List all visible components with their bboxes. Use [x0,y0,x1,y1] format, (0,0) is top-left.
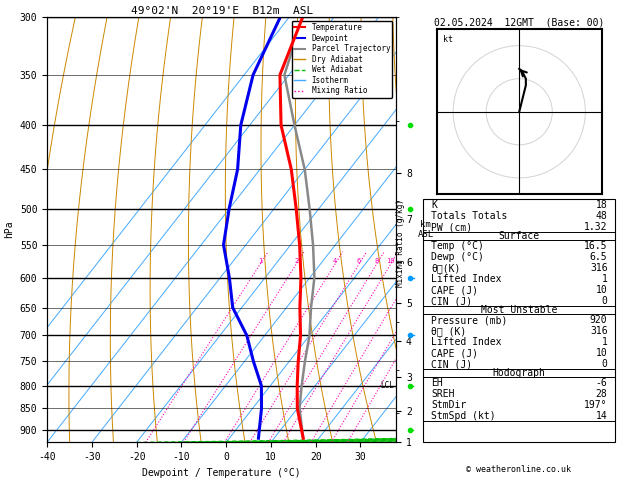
Text: Temp (°C): Temp (°C) [431,241,484,251]
Text: 1: 1 [601,337,608,347]
Text: 10: 10 [596,285,608,295]
Text: CAPE (J): CAPE (J) [431,348,478,358]
Text: CIN (J): CIN (J) [431,296,472,307]
Text: EH: EH [431,378,443,388]
Text: 0: 0 [601,296,608,307]
Title: 49°02'N  20°19'E  B12m  ASL: 49°02'N 20°19'E B12m ASL [131,6,313,16]
Text: Mixing Ratio (g/kg): Mixing Ratio (g/kg) [396,199,405,287]
Text: Lifted Index: Lifted Index [431,337,501,347]
X-axis label: Dewpoint / Temperature (°C): Dewpoint / Temperature (°C) [142,468,301,478]
Text: PW (cm): PW (cm) [431,223,472,232]
Text: 4: 4 [333,258,337,264]
Text: 1.32: 1.32 [584,223,608,232]
Text: Lifted Index: Lifted Index [431,274,501,284]
Text: CIN (J): CIN (J) [431,359,472,369]
Text: θᴇ(K): θᴇ(K) [431,263,460,273]
Text: CAPE (J): CAPE (J) [431,285,478,295]
Text: Dewp (°C): Dewp (°C) [431,252,484,262]
Text: 316: 316 [590,326,608,336]
Text: Totals Totals: Totals Totals [431,211,508,222]
Legend: Temperature, Dewpoint, Parcel Trajectory, Dry Adiabat, Wet Adiabat, Isotherm, Mi: Temperature, Dewpoint, Parcel Trajectory… [292,21,392,98]
Text: 02.05.2024  12GMT  (Base: 00): 02.05.2024 12GMT (Base: 00) [434,17,604,27]
Text: 197°: 197° [584,400,608,410]
Text: 1: 1 [601,274,608,284]
Text: 316: 316 [590,263,608,273]
Text: 1: 1 [258,258,262,264]
Text: SREH: SREH [431,389,455,399]
Text: 920: 920 [590,315,608,325]
Text: kt: kt [443,35,454,44]
Text: K: K [431,200,437,210]
Text: StmDir: StmDir [431,400,466,410]
Text: 6: 6 [357,258,361,264]
Text: Pressure (mb): Pressure (mb) [431,315,508,325]
Text: 6.5: 6.5 [590,252,608,262]
Text: 48: 48 [596,211,608,222]
Y-axis label: km
ASL: km ASL [418,220,434,239]
Text: 16.5: 16.5 [584,241,608,251]
Text: 2: 2 [294,258,299,264]
Text: 10: 10 [596,348,608,358]
Text: StmSpd (kt): StmSpd (kt) [431,411,496,421]
Text: θᴇ (K): θᴇ (K) [431,326,466,336]
Text: 14: 14 [596,411,608,421]
Text: LCL: LCL [380,381,394,390]
Text: 18: 18 [596,200,608,210]
Text: Hodograph: Hodograph [493,368,546,378]
Text: Most Unstable: Most Unstable [481,305,557,315]
Text: 8: 8 [375,258,379,264]
Text: © weatheronline.co.uk: © weatheronline.co.uk [467,465,571,474]
Text: 10: 10 [386,258,395,264]
Y-axis label: hPa: hPa [4,221,14,239]
Text: 0: 0 [601,359,608,369]
Text: -6: -6 [596,378,608,388]
Text: 28: 28 [596,389,608,399]
Text: Surface: Surface [499,231,540,241]
